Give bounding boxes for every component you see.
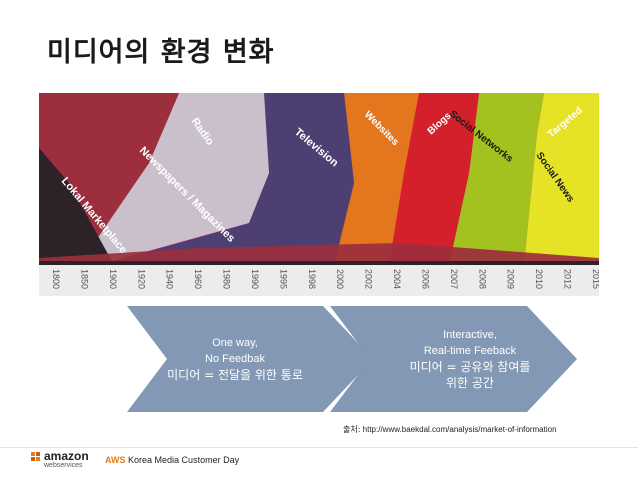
slide-title: 미디어의 환경 변화 <box>47 37 275 68</box>
source-url[interactable]: http://www.baekdal.com/analysis/market-o… <box>362 425 557 434</box>
year-tick-label: 1990 <box>250 269 260 289</box>
year-tick-label: 1800 <box>51 269 61 289</box>
media-chart-svg: Lokal Marketplace Newspapers / Magazines… <box>39 93 599 296</box>
event-brand: AWS <box>105 455 126 465</box>
year-tick-label: 2004 <box>392 269 402 289</box>
interactive-arrow-shape <box>330 306 577 412</box>
media-channel-label: 미디어 = 전달을 위한 통로 <box>167 368 303 382</box>
one-way-label: One way, <box>212 337 258 349</box>
media-evolution-chart: Lokal Marketplace Newspapers / Magazines… <box>39 93 599 296</box>
year-tick-label: 2006 <box>420 269 430 289</box>
year-tick-label: 2015 <box>591 269 599 289</box>
year-tick-label: 2002 <box>364 269 374 289</box>
no-feedback-label: No Feedbak <box>205 353 265 365</box>
year-tick-label: 1850 <box>79 269 89 289</box>
year-tick-label: 2008 <box>477 269 487 289</box>
media-space-label-2: 위한 공간 <box>446 376 494 390</box>
layer-websites <box>334 93 419 265</box>
year-tick-label: 1940 <box>165 269 175 289</box>
interactive-arrow: Interactive, Real-time Feeback 미디어 = 공유와… <box>330 306 577 412</box>
logo-amazon-text: amazon <box>44 449 89 463</box>
year-tick-label: 1900 <box>108 269 118 289</box>
layer-lokal <box>39 148 114 265</box>
footer-divider <box>0 447 638 448</box>
year-tick-label: 2009 <box>506 269 516 289</box>
year-tick-label: 1995 <box>278 269 288 289</box>
one-way-arrow: One way, No Feedbak 미디어 = 전달을 위한 통로 <box>127 306 373 412</box>
source-label: 출처: <box>343 425 361 434</box>
aws-logo: amazon webservices <box>30 449 100 473</box>
source-citation: 출처: http://www.baekdal.com/analysis/mark… <box>343 424 557 435</box>
interactive-label: Interactive, <box>443 329 497 341</box>
layer-social-networks <box>449 93 544 265</box>
layer-television <box>99 93 354 265</box>
one-way-arrow-text: One way, No Feedbak 미디어 = 전달을 위한 통로 <box>145 306 325 412</box>
layer-base <box>39 261 599 265</box>
year-tick-label: 2012 <box>563 269 573 289</box>
realtime-feedback-label: Real-time Feeback <box>423 345 517 357</box>
logo-webservices-text: webservices <box>44 462 83 469</box>
layer-radio <box>79 93 269 265</box>
year-axis: 1800 1850 1900 1920 1940 1960 1980 1990 1995 1998… <box>51 269 599 289</box>
year-tick-label: 1920 <box>136 269 146 289</box>
year-tick-label: 1980 <box>222 269 232 289</box>
layer-blogs <box>389 93 479 265</box>
year-tick-label: 2007 <box>449 269 459 289</box>
event-title: AWS Korea Media Customer Day <box>105 455 239 465</box>
media-space-label: 미디어 = 공유와 참여를 <box>409 360 531 374</box>
year-tick-label: 2010 <box>534 269 544 289</box>
layer-social-news <box>524 93 599 265</box>
layer-print-base <box>39 243 599 265</box>
event-name: Korea Media Customer Day <box>128 455 240 465</box>
year-tick-label: 2000 <box>335 269 345 289</box>
aws-cube-icon <box>31 452 40 461</box>
one-way-arrow-shape <box>127 306 373 412</box>
year-axis-band <box>39 265 599 296</box>
interactive-arrow-text: Interactive, Real-time Feeback 미디어 = 공유와… <box>385 306 555 412</box>
year-tick-label: 1998 <box>307 269 317 289</box>
year-tick-label: 1960 <box>193 269 203 289</box>
